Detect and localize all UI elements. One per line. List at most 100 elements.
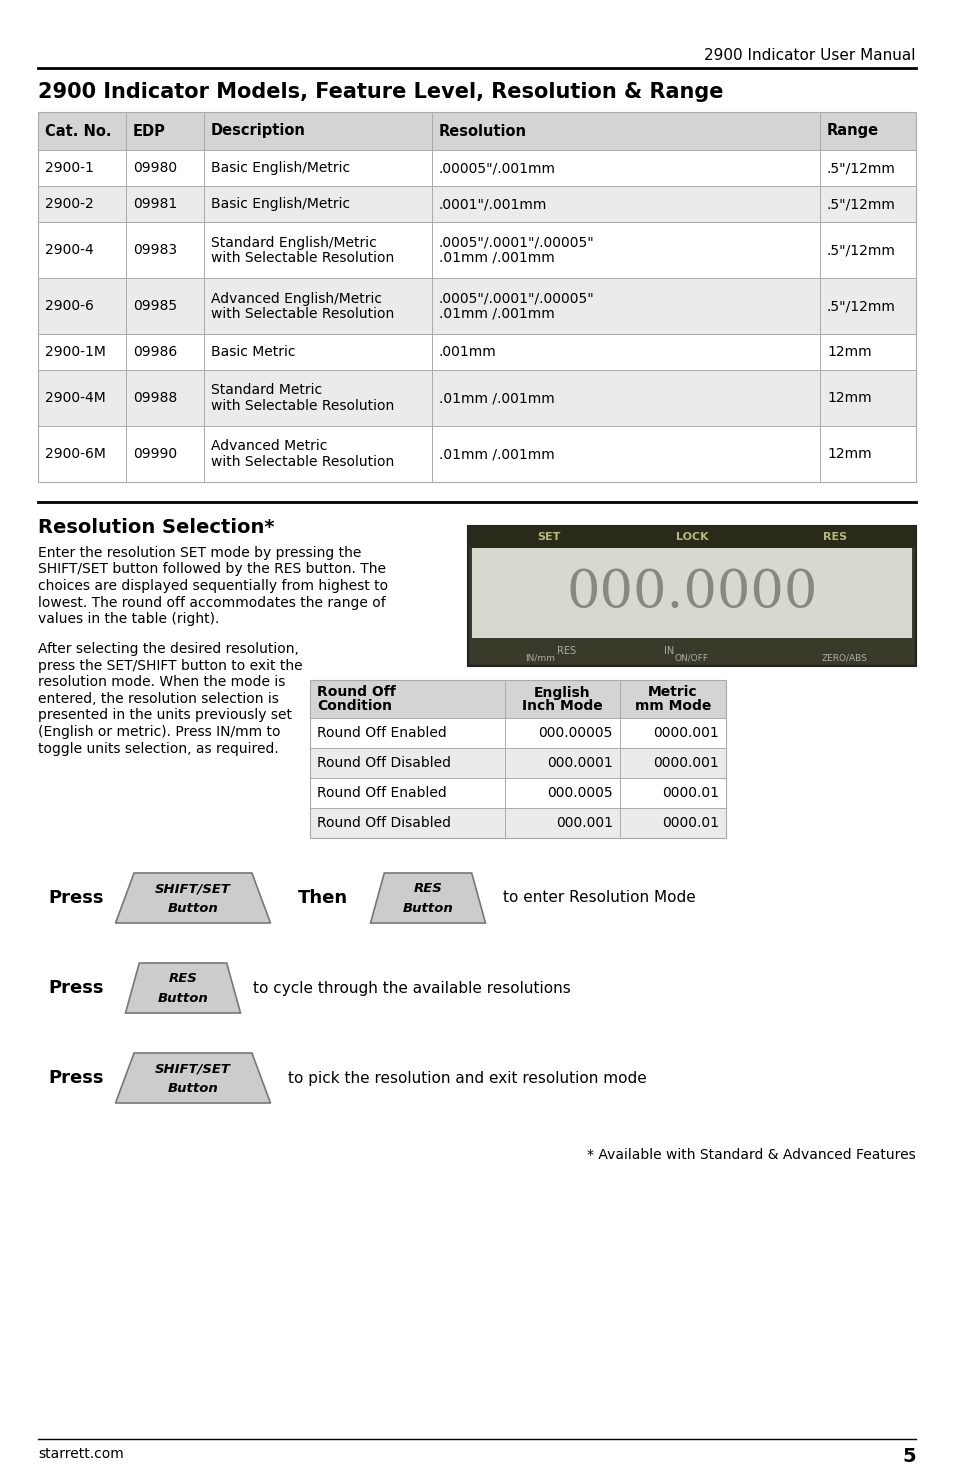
Text: .0005"/.0001"/.00005": .0005"/.0001"/.00005" [438, 292, 594, 305]
Text: 2900 Indicator Models, Feature Level, Resolution & Range: 2900 Indicator Models, Feature Level, Re… [38, 81, 722, 102]
Bar [310, 718, 725, 748]
Text: Round Off Enabled: Round Off Enabled [316, 726, 446, 740]
Text: to cycle through the available resolutions: to cycle through the available resolutio… [253, 980, 570, 995]
Text: 0000.01: 0000.01 [661, 816, 719, 829]
Text: .00005"/.001mm: .00005"/.001mm [438, 161, 556, 175]
Bar [38, 278, 915, 335]
Text: Standard English/Metric: Standard English/Metric [211, 235, 376, 249]
Text: .01mm /.001mm: .01mm /.001mm [438, 307, 554, 320]
Text: .5"/12mm: .5"/12mm [826, 243, 895, 258]
Text: lowest. The round off accommodates the range of: lowest. The round off accommodates the r… [38, 595, 385, 610]
Text: 2900-2: 2900-2 [45, 197, 93, 210]
Bar [38, 113, 915, 481]
Text: 2900 Indicator User Manual: 2900 Indicator User Manual [703, 47, 915, 62]
Text: SHIFT/SET: SHIFT/SET [155, 883, 231, 896]
Text: Resolution: Resolution [438, 123, 526, 139]
Text: presented in the units previously set: presented in the units previously set [38, 708, 292, 723]
Text: Press: Press [48, 979, 103, 997]
Text: 0000.001: 0000.001 [653, 755, 719, 770]
Text: 2900-1: 2900-1 [45, 161, 93, 175]
Bar [468, 526, 915, 666]
Polygon shape [370, 872, 485, 923]
Text: 09988: 09988 [132, 391, 177, 404]
Text: 000.0005: 000.0005 [547, 786, 613, 800]
Text: Round Off Disabled: Round Off Disabled [316, 816, 451, 829]
Text: Button: Button [168, 1083, 218, 1096]
Text: 12mm: 12mm [826, 447, 871, 461]
Bar [38, 150, 915, 187]
Text: 12mm: 12mm [826, 345, 871, 358]
Text: starrett.com: starrett.com [38, 1447, 124, 1460]
Text: 09986: 09986 [132, 345, 177, 358]
Text: RES: RES [822, 532, 846, 542]
Text: English: English [534, 686, 590, 699]
Text: 000.00005: 000.00005 [538, 726, 613, 740]
Text: 000.0000: 000.0000 [566, 567, 817, 619]
Text: Advanced English/Metric: Advanced English/Metric [211, 292, 381, 305]
Bar [38, 370, 915, 427]
Text: press the SET/SHIFT button to exit the: press the SET/SHIFT button to exit the [38, 659, 302, 672]
Text: 0000.001: 0000.001 [653, 726, 719, 740]
Text: 12mm: 12mm [826, 391, 871, 404]
Text: with Selectable Resolution: with Selectable Resolution [211, 398, 394, 413]
Bar [38, 113, 915, 150]
Text: Then: Then [297, 889, 348, 906]
Bar [310, 680, 725, 718]
Text: .001mm: .001mm [438, 345, 497, 358]
Text: Button: Button [168, 902, 218, 915]
Text: * Available with Standard & Advanced Features: * Available with Standard & Advanced Fea… [587, 1148, 915, 1163]
Polygon shape [115, 872, 271, 923]
Text: Round Off Enabled: Round Off Enabled [316, 786, 446, 800]
Text: 2900-4: 2900-4 [45, 243, 93, 258]
Text: 2900-6: 2900-6 [45, 299, 93, 312]
Text: .0001"/.001mm: .0001"/.001mm [438, 197, 547, 210]
Text: toggle units selection, as required.: toggle units selection, as required. [38, 742, 278, 755]
Bar [468, 526, 915, 548]
Text: .01mm /.001mm: .01mm /.001mm [438, 250, 554, 265]
Text: mm Mode: mm Mode [634, 699, 710, 712]
Text: values in the table (right).: values in the table (right). [38, 612, 219, 626]
Text: IN/mm: IN/mm [524, 653, 554, 662]
Text: 09990: 09990 [132, 447, 177, 461]
Text: Button: Button [157, 992, 208, 1006]
Text: Advanced Metric: Advanced Metric [211, 440, 327, 453]
Text: RES: RES [414, 883, 442, 896]
Text: ON/OFF: ON/OFF [675, 653, 708, 662]
Bar [38, 335, 915, 370]
Text: .5"/12mm: .5"/12mm [826, 197, 895, 210]
Text: After selecting the desired resolution,: After selecting the desired resolution, [38, 643, 298, 656]
Text: Resolution Selection*: Resolution Selection* [38, 518, 274, 538]
Text: 5: 5 [902, 1447, 915, 1466]
Text: Standard Metric: Standard Metric [211, 384, 322, 397]
Text: Cat. No.: Cat. No. [45, 123, 112, 139]
Bar [310, 748, 725, 778]
Polygon shape [115, 1053, 271, 1103]
Text: SHIFT/SET button followed by the RES button. The: SHIFT/SET button followed by the RES but… [38, 563, 386, 576]
Text: Press: Press [48, 1069, 103, 1087]
Text: 2900-1M: 2900-1M [45, 345, 106, 358]
Text: LOCK: LOCK [675, 532, 707, 542]
Text: 2900-4M: 2900-4M [45, 391, 106, 404]
Text: Condition: Condition [316, 699, 392, 712]
Text: .01mm /.001mm: .01mm /.001mm [438, 391, 554, 404]
Text: 09983: 09983 [132, 243, 177, 258]
Text: 0000.01: 0000.01 [661, 786, 719, 800]
Bar [310, 680, 725, 838]
Text: resolution mode. When the mode is: resolution mode. When the mode is [38, 675, 285, 690]
Text: SHIFT/SET: SHIFT/SET [155, 1062, 231, 1075]
Text: .5"/12mm: .5"/12mm [826, 161, 895, 175]
Text: entered, the resolution selection is: entered, the resolution selection is [38, 692, 278, 706]
Text: Basic Metric: Basic Metric [211, 345, 295, 358]
Text: Round Off: Round Off [316, 686, 395, 699]
Text: Basic English/Metric: Basic English/Metric [211, 161, 350, 175]
Text: with Selectable Resolution: with Selectable Resolution [211, 307, 394, 320]
Text: 09981: 09981 [132, 197, 177, 210]
Text: .0005"/.0001"/.00005": .0005"/.0001"/.00005" [438, 235, 594, 249]
Text: RES: RES [169, 973, 197, 985]
Bar [38, 427, 915, 481]
Text: Description: Description [211, 123, 306, 139]
Text: 09985: 09985 [132, 299, 177, 312]
Text: EDP: EDP [132, 123, 166, 139]
Text: IN: IN [664, 646, 674, 656]
Bar [38, 222, 915, 278]
